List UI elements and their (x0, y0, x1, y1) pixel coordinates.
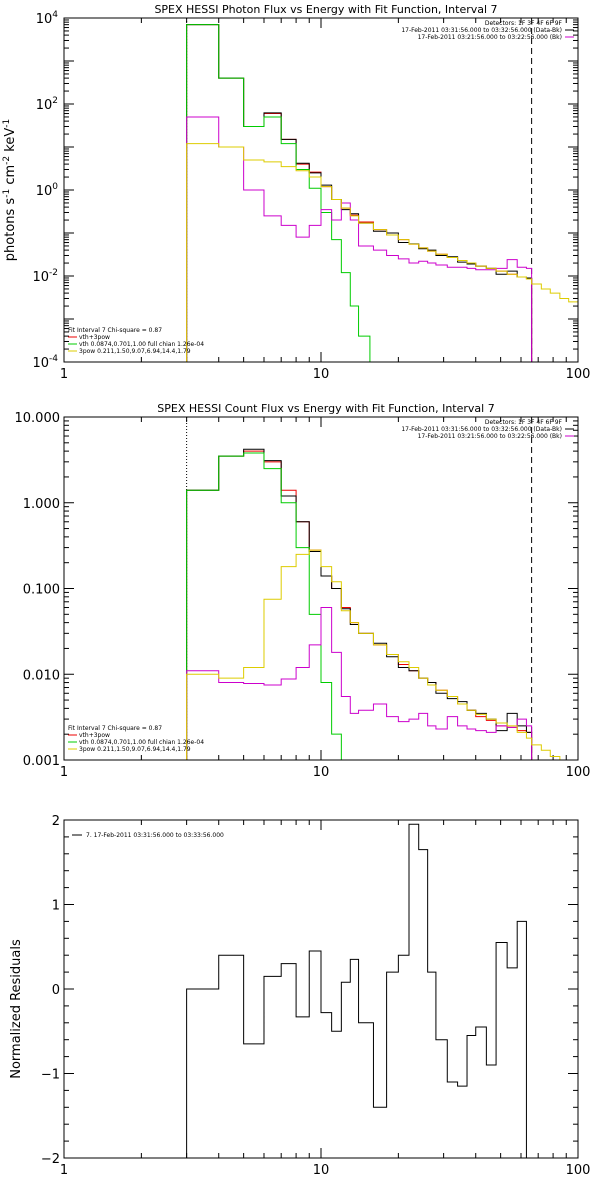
residuals-legend: 7. 17-Feb-2011 03:31:56.000 to 03:33:56.… (72, 832, 224, 839)
residuals-x-tick-label: 1 (60, 1163, 68, 1178)
count-x-tick-label: 1 (60, 765, 68, 780)
residuals-y-axis-label: Normalized Residuals (9, 939, 24, 1079)
count-legend-bottom-entry: vth 0.0874,0.701,1.00 full chian 1.26e-0… (79, 739, 204, 746)
count-series-vth (186, 452, 342, 760)
photon-flux-panel: SPEX HESSI Photon Flux vs Energy with Fi… (2, 3, 590, 382)
photon-legend-bottom-entry: 3pow 0.211,1.50,9.07,6.94,14.4,1.79 (79, 348, 191, 355)
photon-axes-frame (63, 17, 579, 363)
count-x-tick-label: 10 (313, 765, 330, 780)
residuals-y-tick-label: 1 (52, 899, 60, 914)
photon-legend-bottom-entry: vth 0.0874,0.701,1.00 full chian 1.26e-0… (79, 341, 204, 348)
photon-legend-top-entry: 17-Feb-2011 03:31:56.000 to 03:32:56.000… (401, 27, 562, 34)
residuals-y-tick-label: 2 (52, 814, 60, 829)
photon-legend-top-entry: Detectors: 1F 3F 4F 6F 9F (485, 20, 563, 27)
count-y-tick-label: 10.000 (15, 411, 61, 426)
photon-legend-bottom: Fit Interval 7 Chi-square = 0.87vth+3pow… (68, 327, 204, 355)
count-legend-bottom: Fit Interval 7 Chi-square = 0.87vth+3pow… (68, 725, 204, 753)
count-y-tick-label: 0.100 (23, 583, 60, 598)
photon-x-tick-label: 10 (313, 367, 330, 382)
residuals-x-tick-label: 100 (566, 1163, 591, 1178)
residuals-x-tick-label: 10 (313, 1163, 330, 1178)
photon-series-bk (186, 116, 533, 362)
count-legend-top-entry: 17-Feb-2011 03:31:56.000 to 03:32:56.000… (401, 426, 562, 433)
photon-y-tick-label: 10-2 (32, 268, 58, 285)
count-axes-frame (63, 416, 579, 761)
residuals-y-tick-label: −2 (41, 1152, 60, 1167)
photon-y-tick-label: 100 (36, 182, 59, 199)
count-flux-panel: SPEX HESSI Count Flux vs Energy with Fit… (15, 402, 591, 780)
photon-legend-top-entry: 17-Feb-2011 03:21:56.000 to 03:22:56.000… (418, 34, 562, 41)
residuals-plot-area: 1 10 100 −2 −1 0 1 2 (41, 814, 591, 1178)
photon-y-tick-label: 102 (36, 96, 58, 113)
photon-series-vth (186, 24, 371, 362)
residuals-legend-entry: 7. 17-Feb-2011 03:31:56.000 to 03:33:56.… (86, 832, 224, 839)
residuals-y-tick-label: 0 (52, 983, 60, 998)
residuals-axes-frame (63, 819, 579, 1159)
count-legend-bottom-entry: 3pow 0.211,1.50,9.07,6.94,14.4,1.79 (79, 746, 191, 753)
count-plot-area: 1 10 100 0.001 0.010 0.100 1.000 10.000 (15, 411, 591, 780)
count-legend-top-entry: Detectors: 1F 3F 4F 6F 9F (485, 419, 563, 426)
photon-y-tick-label: 10-4 (32, 354, 58, 371)
photon-y-tick-label: 104 (36, 10, 59, 27)
photon-y-axis-label: photons s-1 cm-2 keV-1 (2, 119, 18, 261)
photon-legend-bottom-entry: Fit Interval 7 Chi-square = 0.87 (68, 327, 162, 334)
count-legend-bottom-entry: vth+3pow (79, 732, 110, 739)
photon-legend-bottom-entry: vth+3pow (79, 334, 110, 341)
count-legend-top-entry: 17-Feb-2011 03:21:56.000 to 03:22:56.000… (418, 433, 562, 440)
count-legend-bottom-entry: Fit Interval 7 Chi-square = 0.87 (68, 725, 162, 732)
count-x-tick-label: 100 (566, 765, 591, 780)
count-y-tick-label: 0.010 (23, 668, 60, 683)
photon-x-tick-label: 1 (60, 367, 68, 382)
count-series-3pow (186, 549, 569, 761)
photon-plot-area: 1 10 100 10-4 10-2 100 102 104 (32, 10, 590, 382)
photon-x-tick-label: 100 (566, 367, 591, 382)
photon-series-3pow (186, 143, 579, 362)
count-panel-title: SPEX HESSI Count Flux vs Energy with Fit… (157, 402, 494, 415)
residuals-series-residuals (186, 823, 527, 1158)
residuals-panel: Normalized Residuals 1 10 100 −2 −1 0 1 2 7. 17… (9, 814, 590, 1178)
count-series-bk (186, 607, 533, 760)
residuals-y-tick-label: −1 (41, 1068, 60, 1083)
count-y-tick-label: 0.001 (23, 754, 60, 769)
count-y-tick-label: 1.000 (23, 497, 60, 512)
photon-panel-title: SPEX HESSI Photon Flux vs Energy with Fi… (154, 3, 497, 16)
